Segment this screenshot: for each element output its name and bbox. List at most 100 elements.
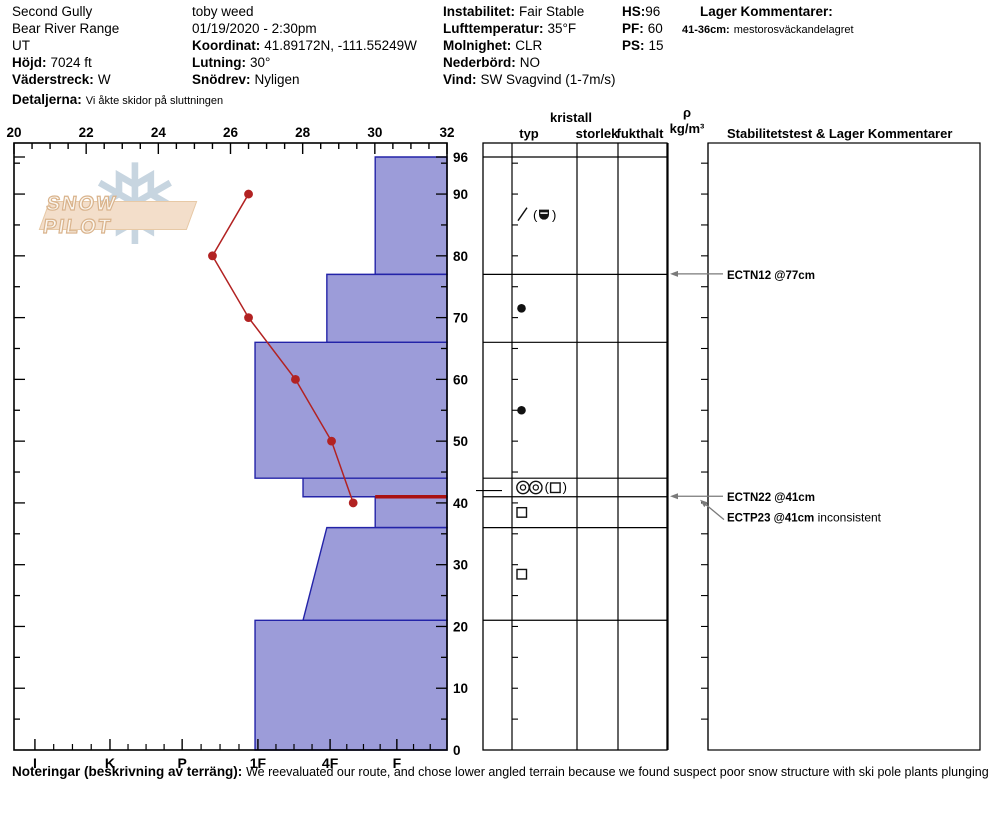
site-state: UT (12, 38, 30, 53)
grain-symbol-cluster (516, 480, 530, 495)
temp-axis-label: 22 (79, 125, 94, 140)
terrain-notes-label: Noteringar (beskrivning av terräng): (12, 764, 243, 779)
depth-axis-label: 40 (453, 496, 468, 511)
ps-field: PS: 15 (622, 38, 664, 53)
stability-test-arrow-head (700, 499, 709, 508)
elevation-value: 7024 ft (50, 55, 92, 70)
depth-axis-label: 30 (453, 558, 468, 573)
stability-value: Fair Stable (519, 4, 585, 19)
hardness-bar (326, 273, 448, 344)
stability-test-label: ECTN22 @41cm (727, 492, 815, 504)
air-temp-field: Lufttemperatur: 35°F (443, 21, 576, 36)
stability-field: Instabilitet: Fair Stable (443, 4, 584, 19)
hardness-axis-label: P (177, 755, 186, 771)
col-header-stability: Stabilitetstest & Lager Kommentarer (727, 126, 952, 141)
slope-angle-value: 30° (249, 55, 271, 70)
temp-axis-label: 28 (295, 125, 311, 140)
grain-table-border (482, 142, 668, 751)
temp-axis-label: 20 (6, 125, 21, 140)
hardness-bar (302, 526, 448, 621)
pf-value: 60 (647, 21, 663, 36)
col-header-density-unit: kg/m³ (670, 121, 705, 136)
grain-symbol-rounded (517, 405, 526, 415)
layer-comments-title: Lager Kommentarer: (700, 4, 833, 19)
col-header-fukthalt: fukthalt (617, 126, 665, 141)
ps-label: PS: (622, 38, 645, 53)
col-header-storlek: storlek (576, 126, 619, 141)
grain-symbol-facet (516, 506, 528, 518)
pf-label: PF: (622, 21, 644, 36)
grain-symbol-graupel (539, 209, 549, 220)
depth-axis-label: 10 (453, 681, 468, 696)
wind-loading-value: Nyligen (254, 72, 300, 87)
details-label: Detaljerna: (12, 92, 82, 107)
grain-symbol-paren: ) (552, 208, 556, 223)
site-range: Bear River Range (12, 21, 120, 36)
precip-label: Nederbörd: (443, 55, 516, 70)
stability-test-arrow-head (670, 270, 678, 277)
temp-axis-label: 26 (223, 125, 239, 140)
grain-symbol-cluster (528, 480, 543, 495)
temp-axis-label: 32 (439, 125, 454, 140)
stability-test-arrow-head (670, 493, 678, 500)
col-header-density-rho: ρ (683, 105, 691, 120)
depth-axis-label: 50 (453, 434, 468, 449)
grain-symbol-paren: ( (545, 479, 550, 494)
layer-comment-range: 41-36cm: (682, 24, 730, 36)
grain-symbol-rounded (517, 304, 526, 313)
temperature-point (327, 436, 336, 446)
temperature-point (244, 313, 253, 323)
air-temp-value: 35°F (547, 21, 577, 36)
slope-angle-label: Lutning: (192, 55, 246, 70)
wind-loading-label: Snödrev: (192, 72, 251, 87)
hardness-axis-label: I (33, 755, 37, 771)
col-header-typ: typ (519, 126, 539, 141)
terrain-notes: Noteringar (beskrivning av terräng): We … (12, 764, 992, 779)
hs-value: 96 (645, 4, 661, 19)
coordinates-field: Koordinat: 41.89172N, -111.55249W (192, 38, 417, 53)
hs-label: HS: (622, 4, 646, 19)
stability-test-label: ECTP23 @41cm inconsistent (727, 511, 882, 525)
observer-name: toby weed (192, 4, 254, 19)
temperature-point (348, 498, 358, 508)
details-value: Vi åkte skidor på sluttningen (85, 95, 224, 107)
sky-cover-value: CLR (515, 38, 543, 53)
terrain-notes-text: We reevaluated our route, and chose lowe… (246, 765, 989, 779)
depth-axis-label: 90 (453, 187, 468, 202)
wind-value: SW Svagvind (1-7m/s) (480, 72, 616, 87)
stability-test-arrow (704, 503, 725, 521)
coordinates-value: 41.89172N, -111.55249W (264, 38, 417, 53)
depth-axis-label: 0 (453, 743, 461, 758)
grain-symbol-paren: ( (533, 208, 538, 223)
temperature-point (291, 374, 300, 384)
slope-angle-field: Lutning: 30° (192, 55, 270, 70)
temperature-point (208, 251, 217, 261)
layer-comment-text: mestorosväckandelagret (733, 24, 854, 36)
hardness-bar (374, 496, 448, 529)
hardness-axis-label: 1F (250, 755, 267, 771)
wind-label: Vind: (443, 72, 477, 87)
depth-axis-label: 70 (453, 311, 468, 326)
stability-panel-border (707, 142, 981, 751)
aspect-label: Väderstreck: (12, 72, 94, 87)
ps-value: 15 (648, 38, 664, 53)
sky-cover-field: Molnighet: CLR (443, 38, 542, 53)
details-field: Detaljerna: Vi åkte skidor på sluttningen (12, 92, 223, 109)
pit-datetime: 01/19/2020 - 2:30pm (192, 21, 317, 36)
grain-symbol-cluster-inner (519, 484, 527, 491)
hardness-bar (374, 156, 448, 276)
hardness-axis-label: 4F (322, 755, 339, 771)
stability-test-label: ECTN12 @77cm (727, 270, 815, 282)
grain-symbol-cluster-inner (532, 484, 540, 491)
depth-axis-label: 60 (453, 372, 468, 387)
layer-comment-item: 41-36cm: mestorosväckandelagret (682, 24, 854, 36)
site-name: Second Gully (12, 4, 93, 19)
hardness-bar (254, 619, 448, 751)
elevation-label: Höjd: (12, 55, 47, 70)
coordinates-label: Koordinat: (192, 38, 261, 53)
elevation-field: Höjd: 7024 ft (12, 55, 92, 70)
depth-axis-label: 80 (453, 249, 468, 264)
grain-symbol-facet (549, 482, 561, 494)
